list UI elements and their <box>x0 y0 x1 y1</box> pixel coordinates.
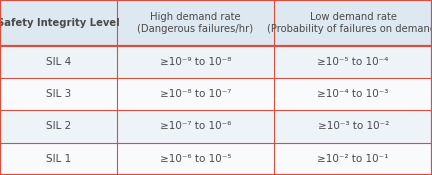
Text: ≥10⁻⁵ to 10⁻⁴: ≥10⁻⁵ to 10⁻⁴ <box>318 57 389 67</box>
Text: SIL 2: SIL 2 <box>46 121 71 131</box>
Bar <box>0 143 432 175</box>
Text: ≥10⁻⁶ to 10⁻⁵: ≥10⁻⁶ to 10⁻⁵ <box>160 154 231 164</box>
Text: SIL 3: SIL 3 <box>46 89 71 99</box>
Text: ≥10⁻² to 10⁻¹: ≥10⁻² to 10⁻¹ <box>318 154 389 164</box>
Bar <box>0 0 432 46</box>
Text: ≥10⁻⁹ to 10⁻⁸: ≥10⁻⁹ to 10⁻⁸ <box>160 57 231 67</box>
Text: SIL 4: SIL 4 <box>46 57 71 67</box>
Text: ≥10⁻⁴ to 10⁻³: ≥10⁻⁴ to 10⁻³ <box>318 89 389 99</box>
Bar <box>0 46 432 78</box>
Text: High demand rate
(Dangerous failures/hr): High demand rate (Dangerous failures/hr) <box>137 12 254 34</box>
Bar <box>0 110 432 143</box>
Bar <box>0 78 432 110</box>
Text: Safety Integrity Level: Safety Integrity Level <box>0 18 120 28</box>
Text: ≥10⁻⁸ to 10⁻⁷: ≥10⁻⁸ to 10⁻⁷ <box>160 89 231 99</box>
Text: ≥10⁻⁷ to 10⁻⁶: ≥10⁻⁷ to 10⁻⁶ <box>160 121 231 131</box>
Text: SIL 1: SIL 1 <box>46 154 71 164</box>
Text: ≥10⁻³ to 10⁻²: ≥10⁻³ to 10⁻² <box>318 121 389 131</box>
Text: Low demand rate
(Probability of failures on demand): Low demand rate (Probability of failures… <box>267 12 432 34</box>
